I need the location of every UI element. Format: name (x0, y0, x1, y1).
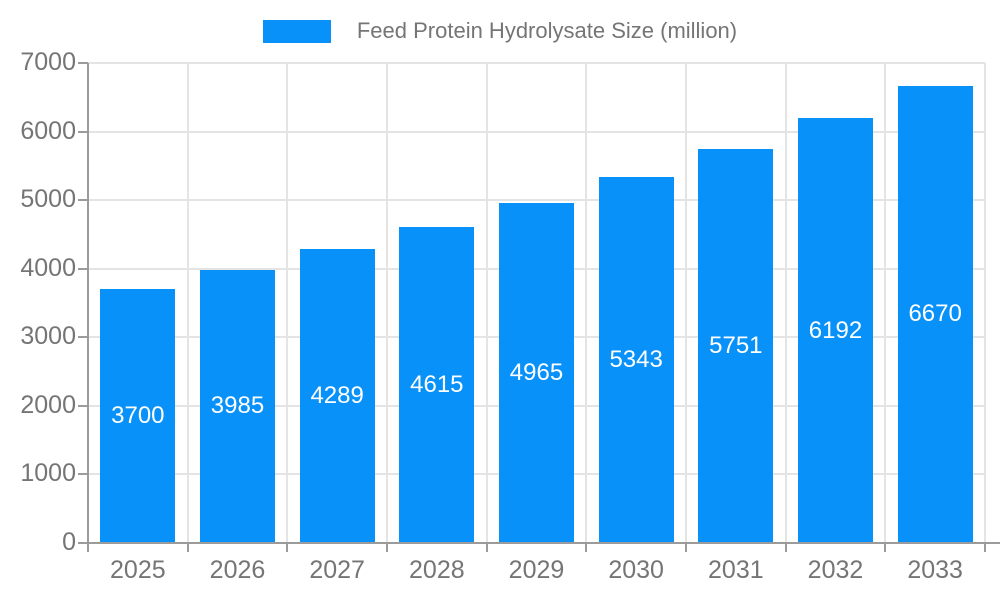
gridline-vertical (286, 63, 289, 543)
bar-2027: 4289 (299, 248, 375, 543)
y-axis-tick-label: 1000 (20, 459, 76, 488)
y-axis-tick-label: 5000 (20, 185, 76, 214)
y-axis-tick (78, 404, 88, 407)
legend[interactable]: Feed Protein Hydrolysate Size (million) (0, 18, 1000, 44)
bar-value-label: 6670 (908, 300, 962, 328)
y-axis-tick-label: 6000 (20, 116, 76, 145)
bar-2031: 5751 (698, 148, 774, 543)
x-axis-tick (485, 543, 488, 552)
gridline-vertical (186, 63, 189, 543)
gridline-vertical (884, 63, 887, 543)
bar-2026: 3985 (200, 269, 275, 543)
y-axis-line (87, 63, 89, 552)
gridline-horizontal (88, 199, 985, 202)
x-axis-label-2028: 2028 (409, 556, 465, 584)
legend-label: Feed Protein Hydrolysate Size (million) (356, 18, 738, 43)
bar-2025: 3700 (100, 289, 176, 543)
bar-value-label: 3985 (210, 392, 265, 420)
x-axis-label-2033: 2033 (907, 556, 963, 584)
y-axis-tick-label: 4000 (20, 253, 76, 282)
x-axis-tick (685, 543, 687, 552)
y-axis-tick-label: 2000 (20, 390, 76, 419)
y-axis-tick (78, 62, 88, 64)
gridline-vertical (386, 63, 388, 543)
x-axis-tick (386, 543, 388, 552)
gridline-vertical (984, 63, 986, 543)
gridline-horizontal (88, 62, 985, 64)
x-axis-label-2026: 2026 (209, 556, 266, 584)
y-axis-tick-label: 0 (62, 528, 76, 556)
x-axis-tick (186, 543, 189, 552)
x-axis-label-2030: 2030 (608, 556, 664, 584)
y-axis-tick (78, 130, 88, 133)
x-axis-label-2029: 2029 (508, 556, 565, 584)
x-axis-label-2032: 2032 (807, 556, 864, 584)
x-axis-tick (784, 543, 787, 552)
gridline-vertical (585, 63, 588, 543)
legend-swatch (262, 19, 331, 43)
bar-2033: 6670 (897, 85, 973, 543)
bar-value-label: 6192 (808, 316, 863, 344)
y-axis-tick (78, 199, 88, 202)
bar-2028: 4615 (399, 226, 475, 543)
x-axis-label-2027: 2027 (309, 556, 365, 584)
x-axis-tick (286, 543, 289, 552)
y-axis-tick (78, 336, 88, 339)
x-axis-line (78, 542, 1000, 544)
x-axis-tick (984, 543, 986, 552)
y-axis-tick (78, 473, 88, 476)
y-axis-tick (78, 267, 88, 270)
x-axis-label-2031: 2031 (708, 556, 764, 584)
y-axis-tick-label: 3000 (20, 322, 76, 351)
gridline-vertical (784, 63, 787, 543)
x-axis-tick (585, 543, 588, 552)
bar-value-label: 4289 (310, 381, 364, 409)
bar-value-label: 3700 (111, 402, 165, 430)
bar-value-label: 4965 (509, 358, 564, 386)
bar-2030: 5343 (598, 176, 674, 543)
gridline-vertical (485, 63, 488, 543)
bar-2029: 4965 (499, 202, 574, 543)
gridline-horizontal (88, 130, 985, 133)
bar-value-label: 4615 (410, 370, 464, 398)
x-axis-tick (884, 543, 887, 552)
bar-value-label: 5343 (609, 345, 663, 373)
x-axis-label-2025: 2025 (110, 556, 166, 584)
gridline-vertical (685, 63, 687, 543)
y-axis-tick-label: 7000 (20, 48, 76, 76)
bar-2032: 6192 (798, 118, 873, 543)
bar-value-label: 5751 (709, 331, 763, 359)
